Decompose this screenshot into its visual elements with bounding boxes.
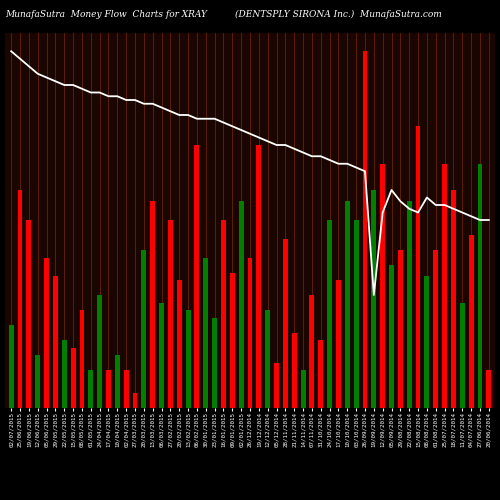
Bar — [186, 310, 190, 408]
Bar — [372, 190, 376, 408]
Text: MunafaSutra  Money Flow  Charts for XRAY: MunafaSutra Money Flow Charts for XRAY — [5, 10, 207, 19]
Bar — [150, 201, 155, 408]
Bar — [283, 239, 288, 408]
Bar — [345, 201, 350, 408]
Bar — [327, 220, 332, 408]
Bar — [204, 258, 208, 408]
Bar — [389, 265, 394, 408]
Bar — [318, 340, 323, 407]
Bar — [434, 250, 438, 408]
Bar — [416, 126, 420, 408]
Bar — [248, 258, 252, 408]
Bar — [106, 370, 111, 408]
Bar — [53, 276, 58, 407]
Bar — [362, 52, 368, 408]
Bar — [115, 355, 120, 408]
Bar — [310, 295, 314, 408]
Bar — [230, 272, 234, 407]
Bar — [212, 318, 217, 408]
Bar — [238, 201, 244, 408]
Bar — [142, 250, 146, 408]
Bar — [26, 220, 32, 408]
Bar — [451, 190, 456, 408]
Bar — [18, 190, 22, 408]
Bar — [36, 355, 40, 408]
Bar — [468, 235, 473, 408]
Bar — [266, 310, 270, 408]
Bar — [132, 392, 138, 407]
Text: (DENTSPLY SIRONA Inc.)  MunafaSutra.com: (DENTSPLY SIRONA Inc.) MunafaSutra.com — [235, 10, 442, 19]
Bar — [424, 276, 430, 407]
Bar — [9, 325, 14, 407]
Bar — [44, 258, 49, 408]
Bar — [124, 370, 128, 408]
Bar — [274, 362, 279, 408]
Bar — [398, 250, 403, 408]
Bar — [62, 340, 66, 407]
Bar — [380, 164, 385, 408]
Bar — [194, 145, 200, 407]
Bar — [300, 370, 306, 408]
Bar — [354, 220, 358, 408]
Bar — [97, 295, 102, 408]
Bar — [292, 332, 296, 407]
Bar — [486, 370, 491, 408]
Bar — [478, 164, 482, 408]
Bar — [159, 302, 164, 408]
Bar — [88, 370, 93, 408]
Bar — [80, 310, 84, 408]
Bar — [70, 348, 76, 408]
Bar — [177, 280, 182, 407]
Bar — [168, 220, 173, 408]
Bar — [336, 280, 341, 407]
Bar — [442, 164, 447, 408]
Bar — [407, 201, 412, 408]
Bar — [256, 145, 262, 407]
Bar — [460, 302, 464, 408]
Bar — [221, 220, 226, 408]
